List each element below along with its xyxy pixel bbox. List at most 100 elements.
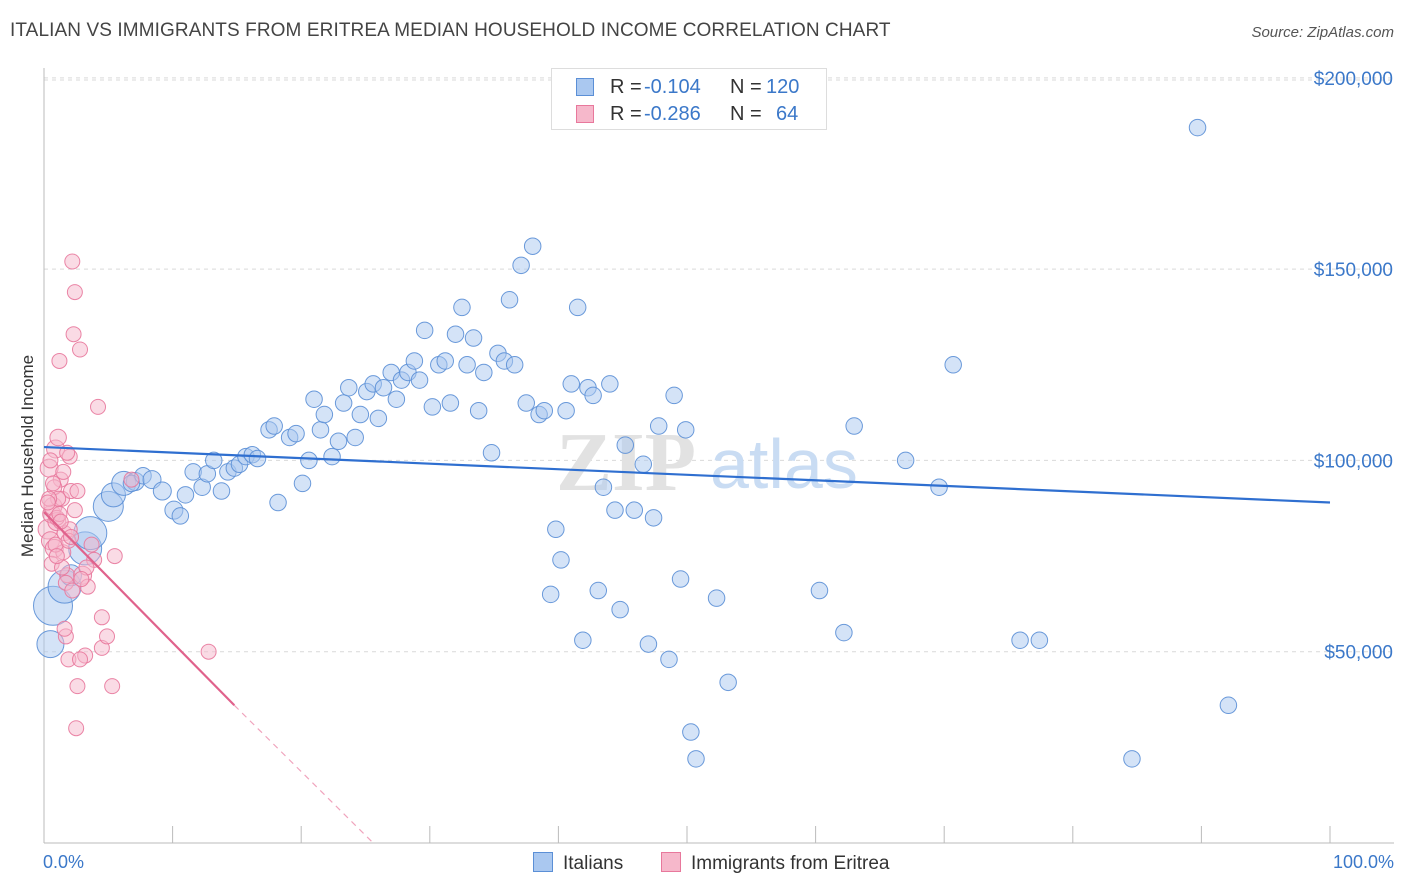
italians-point — [212, 482, 231, 500]
x-axis-min-label: 0.0% — [43, 852, 85, 872]
italians-point — [810, 581, 829, 600]
italians-point — [606, 501, 624, 519]
italians-point — [441, 394, 460, 412]
italians-point — [1219, 696, 1238, 715]
italians-point — [682, 723, 700, 741]
italians-point — [205, 451, 223, 470]
italians-point — [835, 623, 853, 642]
italians-point — [300, 451, 318, 470]
italians-point — [305, 390, 323, 408]
italians-point — [552, 551, 570, 569]
legend-swatch-italians — [576, 78, 594, 96]
italians-point — [293, 474, 312, 493]
chart-title: ITALIAN VS IMMIGRANTS FROM ERITREA MEDIA… — [10, 20, 891, 41]
italians-point — [517, 394, 535, 412]
italians-point — [671, 570, 690, 588]
eritrea-point — [49, 428, 67, 447]
eritrea-point — [93, 609, 110, 626]
legend-n-value: 64 — [776, 103, 799, 125]
eritrea-point — [39, 494, 56, 511]
eritrea-trend-line — [43, 511, 236, 707]
italians-point — [625, 501, 644, 519]
italians-point — [464, 329, 483, 347]
italians-point — [616, 436, 635, 454]
italians-point — [562, 375, 581, 393]
italians-point — [446, 325, 465, 343]
italians-point — [265, 417, 283, 435]
y-tick-label: $150,000 — [1314, 260, 1393, 281]
eritrea-point — [51, 352, 68, 369]
axis-layer — [43, 68, 1394, 844]
eritrea-point — [83, 536, 100, 553]
italians-point — [1011, 631, 1029, 649]
italians-point — [505, 356, 524, 374]
italians-point — [594, 478, 613, 496]
legend-item-eritrea[interactable]: Immigrants from Eritrea — [661, 852, 889, 875]
eritrea-point — [45, 475, 62, 492]
eritrea-point — [68, 720, 85, 737]
italians-point — [334, 394, 353, 412]
italians-point — [568, 298, 587, 317]
eritrea-point — [66, 502, 83, 519]
y-tick-label: $100,000 — [1314, 451, 1393, 472]
italians-point — [1030, 631, 1049, 649]
italians-point — [248, 449, 267, 468]
italians-point — [152, 481, 172, 501]
italians-point — [482, 444, 501, 462]
italians-point — [171, 507, 190, 525]
italians-point — [512, 256, 530, 275]
italians-point — [458, 356, 476, 374]
italians-point — [719, 673, 737, 692]
italians-point — [176, 486, 195, 504]
eritrea-point — [99, 628, 116, 645]
italians-point — [351, 405, 370, 424]
italians-point — [601, 375, 619, 393]
legend-swatch-italians — [533, 852, 553, 872]
eritrea-point — [55, 463, 72, 480]
legend-n-value: 120 — [766, 76, 800, 98]
italians-point — [639, 635, 658, 653]
eritrea-point — [72, 651, 89, 668]
y-tick-label: $200,000 — [1314, 69, 1393, 90]
eritrea-point — [56, 620, 73, 637]
legend-swatch-eritrea — [576, 105, 594, 123]
eritrea-point — [63, 528, 80, 545]
legend-item-italians[interactable]: Italians — [533, 852, 623, 875]
italians-point — [574, 631, 592, 649]
italians-point — [374, 378, 393, 397]
legend-n-label: N = — [730, 76, 762, 98]
legend-label-italians: Italians — [563, 853, 624, 874]
eritrea-point — [48, 548, 65, 565]
y-tick-label: $50,000 — [1324, 643, 1393, 664]
italians-point — [369, 409, 388, 428]
eritrea-trend-extension — [233, 704, 374, 844]
correlation-legend: R = -0.104 N = 120 R = -0.286 N = 64 — [551, 68, 827, 130]
eritrea-point — [65, 326, 82, 343]
italians-point — [557, 401, 575, 420]
grid-layer — [44, 77, 1394, 653]
italians-point — [584, 386, 602, 405]
legend-r-label: R = — [610, 76, 642, 98]
eritrea-point — [73, 571, 90, 588]
italians-point — [415, 321, 434, 340]
watermark: ZIP atlas — [556, 416, 858, 509]
italians-point — [387, 390, 406, 408]
points-layer — [33, 118, 1238, 768]
italians-point — [315, 405, 334, 424]
eritrea-point — [72, 341, 89, 358]
watermark-zip: ZIP — [556, 416, 696, 509]
legend-label-eritrea: Immigrants from Eritrea — [691, 853, 890, 874]
eritrea-point — [90, 398, 107, 415]
italians-trend-line — [43, 445, 1331, 504]
italians-point — [634, 455, 653, 474]
legend-swatch-eritrea — [661, 852, 681, 872]
italians-point — [1188, 118, 1207, 137]
italians-point — [475, 363, 493, 382]
eritrea-point — [64, 253, 81, 270]
eritrea-point — [69, 678, 86, 695]
chart-source: Source: ZipAtlas.com — [1251, 24, 1394, 41]
italians-point — [453, 298, 471, 317]
eritrea-point — [42, 452, 59, 469]
italians-point — [323, 447, 341, 466]
